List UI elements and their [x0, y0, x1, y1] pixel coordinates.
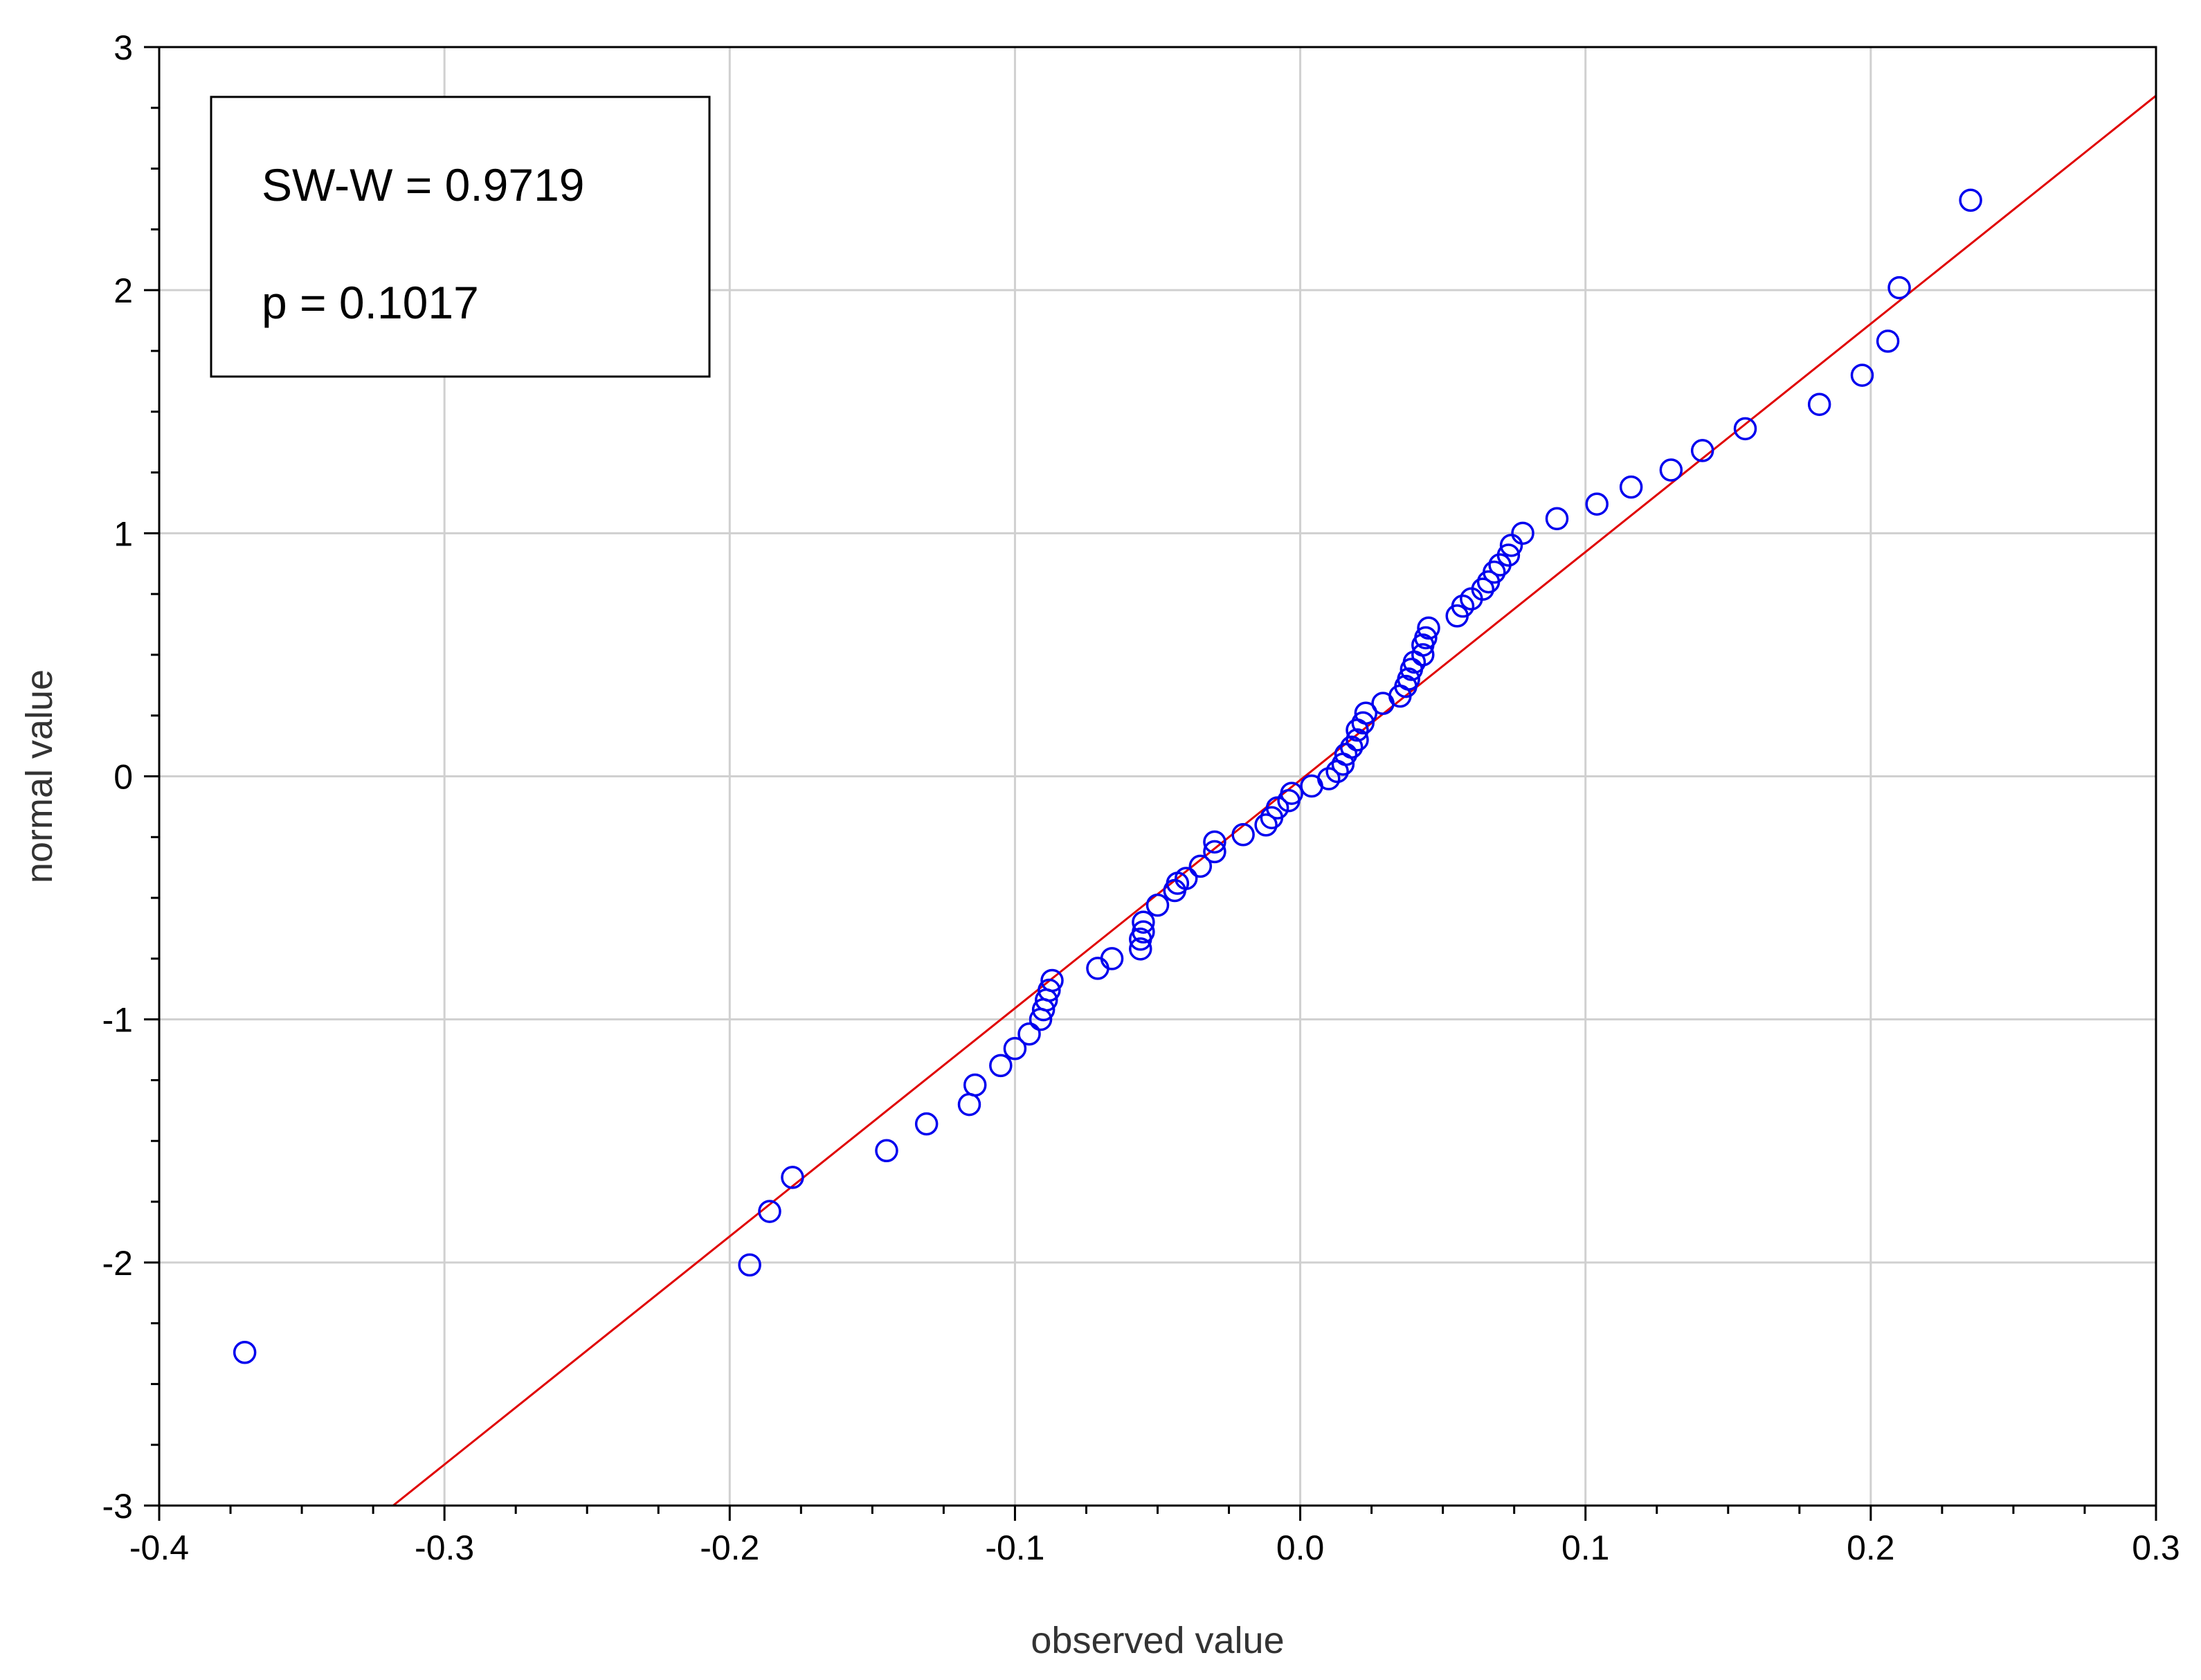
x-tick-label: 0.1: [1561, 1528, 1610, 1567]
tick-labels: -0.4 -0.3 -0.2 -0.1 0.0 0.1 0.2 0.3 -3 -2 -1 0 1 2 3: [102, 28, 2180, 1567]
data-point: [1145, 893, 1170, 917]
y-tick-label: -3: [102, 1487, 133, 1526]
x-tick-label: 0.2: [1847, 1528, 1895, 1567]
data-point: [1417, 616, 1440, 640]
data-point: [1414, 626, 1438, 650]
data-point: [989, 1054, 1013, 1078]
data-point: [1354, 701, 1378, 725]
data-point: [875, 1139, 898, 1163]
data-point: [1690, 439, 1714, 462]
data-point: [1397, 667, 1420, 691]
grid-lines: [159, 47, 2156, 1506]
data-point: [1887, 276, 1911, 300]
data-point: [758, 1200, 781, 1223]
data-point: [1174, 867, 1198, 890]
x-tick-label: -0.3: [415, 1528, 474, 1567]
data-point: [1585, 492, 1609, 516]
data-point: [1188, 854, 1213, 878]
data-point: [1203, 830, 1226, 854]
x-tick-label: -0.2: [700, 1528, 759, 1567]
y-tick-label: 3: [114, 28, 133, 67]
data-point: [914, 1112, 939, 1136]
statistics-box-frame: [210, 96, 711, 378]
data-point: [1807, 392, 1831, 416]
y-tick-label: -1: [102, 1001, 133, 1040]
data-point: [1265, 796, 1289, 820]
data-point: [1040, 968, 1064, 993]
data-point: [1334, 743, 1358, 766]
y-tick-label: 1: [114, 514, 133, 553]
data-point: [1254, 813, 1278, 837]
data-point: [1959, 188, 1982, 212]
data-point: [1451, 594, 1475, 618]
data-point: [738, 1253, 761, 1277]
y-tick-label: 0: [114, 758, 133, 797]
p-value: p = 0.1017: [262, 277, 479, 328]
data-point: [963, 1073, 987, 1097]
y-tick-label: -2: [102, 1244, 133, 1283]
data-point: [1100, 947, 1124, 970]
data-point: [1351, 711, 1375, 734]
x-tick-label: -0.1: [985, 1528, 1044, 1567]
data-point: [1340, 735, 1364, 759]
data-point: [1471, 577, 1495, 601]
data-point: [1038, 978, 1061, 1002]
data-point: [1483, 560, 1506, 584]
reference-line-layer: [392, 95, 2157, 1507]
data-point: [1346, 728, 1369, 752]
data-point: [1132, 920, 1155, 943]
x-axis-title: observed value: [1031, 1620, 1284, 1661]
data-point: [1850, 363, 1874, 387]
data-point: [1496, 543, 1521, 567]
y-tick-label: 2: [114, 271, 133, 310]
data-point: [1659, 458, 1683, 482]
data-point: [1511, 521, 1534, 545]
data-points: [233, 188, 1982, 1364]
data-point: [1619, 475, 1643, 499]
tick-marks: [144, 46, 2157, 1521]
x-tick-label: 0.3: [2132, 1528, 2180, 1567]
data-point: [1129, 937, 1152, 961]
x-tick-label: -0.4: [129, 1528, 189, 1567]
data-point: [1017, 1022, 1041, 1046]
data-point: [1733, 417, 1757, 441]
reference-line: [392, 95, 2157, 1507]
data-point: [1411, 643, 1435, 667]
statistics-box: SW-W = 0.9719 p = 0.1017: [210, 96, 711, 378]
data-point: [1876, 329, 1900, 353]
data-point: [781, 1166, 804, 1189]
data-point: [1003, 1037, 1027, 1060]
y-axis-title: normal value: [19, 669, 60, 883]
data-point: [1132, 910, 1155, 934]
data-point: [1203, 840, 1226, 864]
data-point: [1231, 823, 1255, 847]
data-point: [1280, 782, 1303, 805]
shapiro-wilk-statistic: SW-W = 0.9719: [262, 159, 584, 210]
data-point: [233, 1341, 257, 1364]
data-point: [1317, 767, 1341, 791]
data-point: [1545, 507, 1569, 531]
x-tick-label: 0.0: [1276, 1528, 1325, 1567]
